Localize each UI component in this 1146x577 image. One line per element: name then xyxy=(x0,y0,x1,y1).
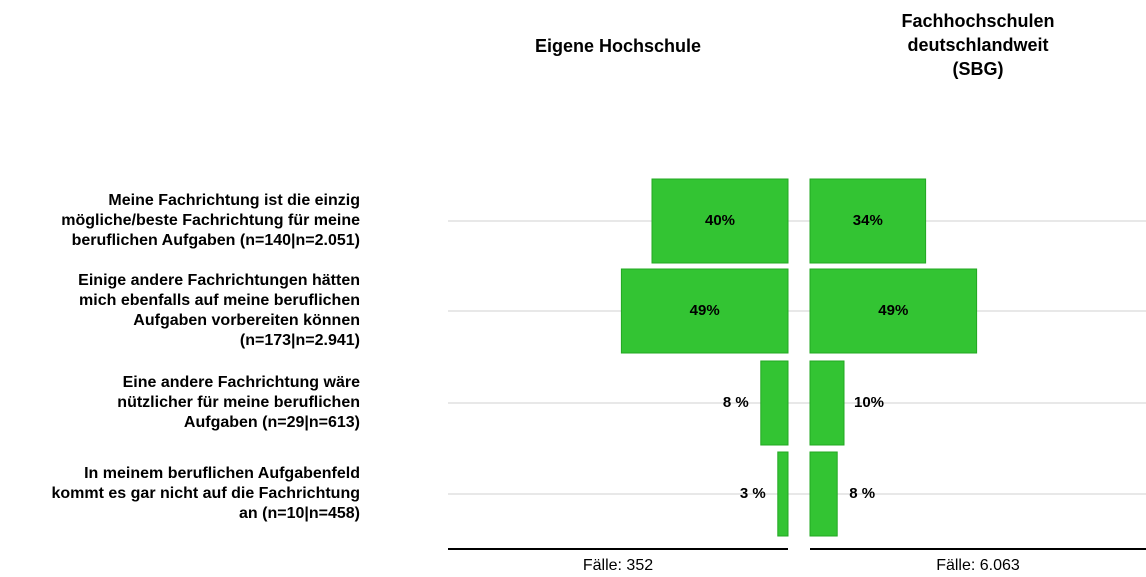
bar xyxy=(809,178,927,264)
value-label: 3 % xyxy=(740,485,766,502)
bar xyxy=(809,268,978,354)
series-header: Eigene Hochschule xyxy=(535,36,701,56)
category-label: beruflichen Aufgaben (n=140|n=2.051) xyxy=(72,232,360,249)
category-label: mögliche/beste Fachrichtung für meine xyxy=(61,212,360,229)
bar xyxy=(760,360,789,446)
series-header: deutschlandweit xyxy=(907,35,1048,55)
value-label: 34% xyxy=(853,212,883,229)
bar xyxy=(620,268,789,354)
category-label: Eine andere Fachrichtung wäre xyxy=(123,374,361,391)
category-label: mich ebenfalls auf meine beruflichen xyxy=(79,292,360,309)
case-count: Fälle: 6.063 xyxy=(936,557,1020,574)
bar xyxy=(651,178,789,264)
category-label: an (n=10|n=458) xyxy=(239,505,360,522)
bar xyxy=(809,360,845,446)
bar xyxy=(809,451,838,537)
case-count: Fälle: 352 xyxy=(583,557,653,574)
category-label: nützlicher für meine beruflichen xyxy=(117,394,360,411)
value-label: 40% xyxy=(705,212,735,229)
category-label: In meinem beruflichen Aufgabenfeld xyxy=(84,465,360,482)
category-label: (n=173|n=2.941) xyxy=(240,332,360,349)
series-header: Fachhochschulen xyxy=(901,11,1054,31)
value-label: 49% xyxy=(878,302,908,319)
value-label: 8 % xyxy=(849,485,875,502)
value-label: 10% xyxy=(854,394,884,411)
category-label: Einige andere Fachrichtungen hätten xyxy=(78,272,360,289)
series-header: (SBG) xyxy=(953,59,1004,79)
category-label: kommt es gar nicht auf die Fachrichtung xyxy=(52,485,361,502)
category-label: Aufgaben (n=29|n=613) xyxy=(184,414,360,431)
bar xyxy=(777,451,789,537)
category-label: Meine Fachrichtung ist die einzig xyxy=(108,192,360,209)
category-label: Aufgaben vorbereiten können xyxy=(133,312,360,329)
value-label: 8 % xyxy=(723,394,749,411)
value-label: 49% xyxy=(690,302,720,319)
